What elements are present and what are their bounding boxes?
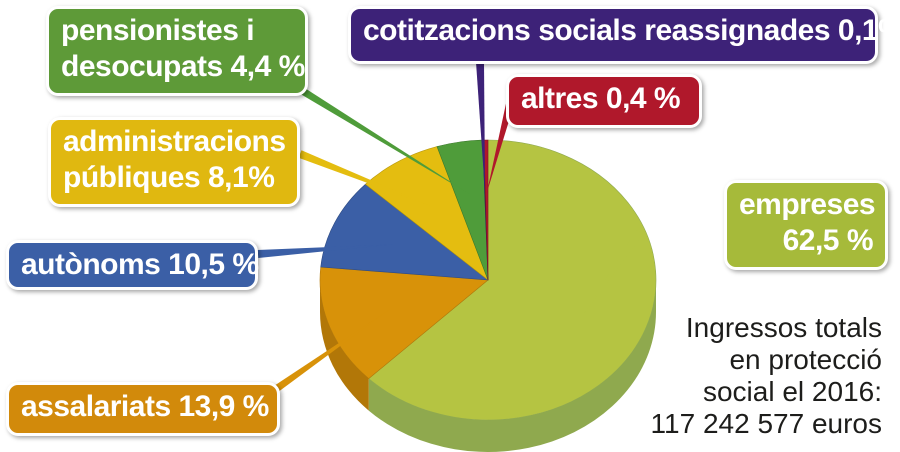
leader-pensionistes [285, 78, 471, 195]
label-assalariats-text: assalariats 13,9 % [21, 390, 269, 423]
pie-slice-assalariats [319, 266, 489, 379]
label-cotitzacions-text: cotitzacions socials reassignades 0,1% [363, 14, 900, 47]
total-note-line2: en protecció [729, 344, 882, 375]
pie-slice-autonoms [320, 183, 489, 281]
leader-lines [257, 61, 644, 400]
leader-autonoms [257, 244, 394, 258]
pie-slice-empreses [368, 139, 657, 421]
leader-altres [486, 102, 514, 194]
leader-administracions [298, 150, 433, 207]
label-pensionistes: pensionistes i desocupats 4,4 % [46, 6, 308, 96]
label-pensionistes-line2: desocupats 4,4 % [61, 50, 305, 83]
label-administracions-line1: administracions [63, 125, 286, 158]
label-empreses: empreses 62,5 % [724, 180, 888, 270]
label-altres: altres 0,4 % [506, 74, 702, 128]
total-note-line4: 117 242 577 euros [650, 408, 882, 439]
label-autonoms-text: autònoms 10,5 % [21, 248, 259, 281]
leader-assalariats [263, 309, 390, 400]
label-empreses-line2: 62,5 % [782, 224, 874, 257]
label-pensionistes-line1: pensionistes i [61, 14, 255, 47]
label-assalariats: assalariats 13,9 % [6, 382, 280, 436]
pie-side-assalariats [320, 280, 369, 411]
total-income-note: Ingressos totals en protecció social el … [622, 312, 882, 440]
leader-cotitzacions [476, 61, 486, 194]
label-administracions: administracions públiques 8,1% [48, 117, 300, 207]
label-administracions-line2: públiques 8,1% [63, 161, 275, 194]
label-altres-text: altres 0,4 % [521, 82, 681, 115]
pie-depth [320, 280, 656, 452]
label-autonoms: autònoms 10,5 % [6, 240, 259, 290]
label-cotitzacions: cotitzacions socials reassignades 0,1% [348, 6, 900, 64]
leader-empreses [584, 229, 644, 314]
total-note-line1: Ingressos totals [685, 312, 882, 343]
total-note-line3: social el 2016: [702, 376, 882, 407]
pie-side-empreses [368, 280, 656, 452]
label-empreses-line1: empreses [739, 188, 876, 221]
